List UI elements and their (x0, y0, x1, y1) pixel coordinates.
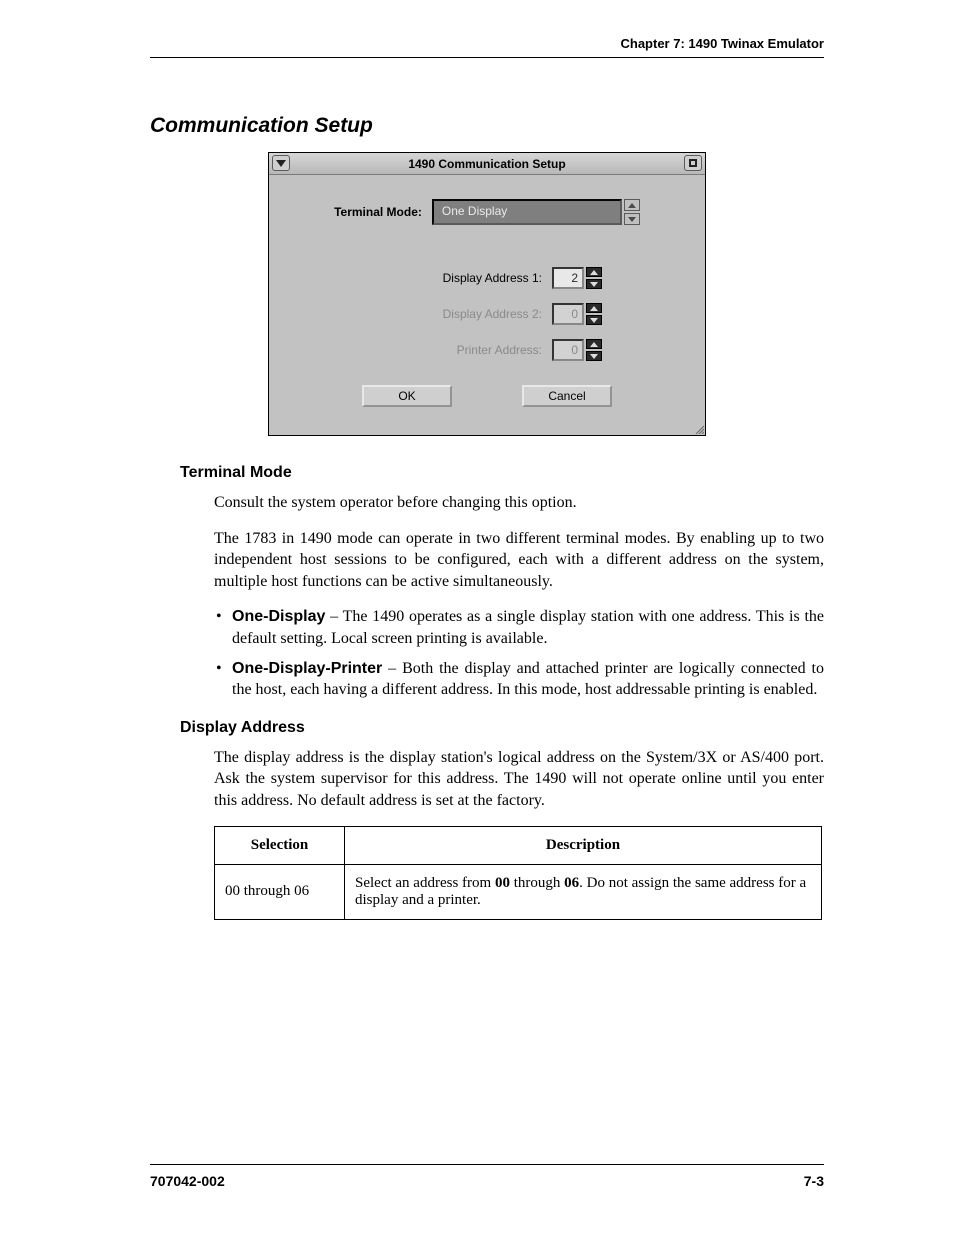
footer-pagenum: 7-3 (804, 1173, 824, 1189)
footer-docnum: 707042-002 (150, 1173, 225, 1189)
spinner-up-icon (586, 339, 602, 349)
display-address-2-value: 0 (552, 303, 584, 325)
page-header: Chapter 7: 1490 Twinax Emulator (150, 36, 824, 51)
terminal-mode-p2: The 1783 in 1490 mode can operate in two… (214, 528, 824, 593)
printer-address-label: Printer Address: (372, 343, 542, 357)
terminal-mode-label: Terminal Mode: (334, 205, 422, 219)
desc-bold: 06 (564, 875, 579, 891)
spinner-up-icon[interactable] (586, 267, 602, 277)
bullet-lead: One-Display-Printer (232, 660, 382, 677)
col-selection: Selection (215, 826, 345, 864)
spinner-down-icon (586, 351, 602, 361)
cancel-button[interactable]: Cancel (522, 385, 612, 407)
list-item: One-Display-Printer – Both the display a… (214, 658, 824, 701)
display-address-1-value[interactable]: 2 (552, 267, 584, 289)
header-rule (150, 57, 824, 58)
list-item: One-Display – The 1490 operates as a sin… (214, 606, 824, 649)
display-address-table: Selection Description 00 through 06 Sele… (214, 826, 822, 920)
table-row: 00 through 06 Select an address from 00 … (215, 864, 822, 919)
printer-address-value: 0 (552, 339, 584, 361)
terminal-mode-p1: Consult the system operator before chang… (214, 492, 824, 514)
terminal-mode-dropdown[interactable]: One Display (432, 199, 640, 225)
spinner-down-icon (586, 315, 602, 325)
table-header-row: Selection Description (215, 826, 822, 864)
footer-rule (150, 1164, 824, 1165)
spinner-down-icon[interactable] (586, 279, 602, 289)
communication-setup-dialog: 1490 Communication Setup Terminal Mode: … (268, 152, 706, 436)
dropdown-up-icon[interactable] (624, 199, 640, 211)
ok-button[interactable]: OK (362, 385, 452, 407)
terminal-mode-bullets: One-Display – The 1490 operates as a sin… (214, 606, 824, 700)
display-address-2-label: Display Address 2: (372, 307, 542, 321)
window-menu-icon[interactable] (272, 155, 290, 171)
page-footer: 707042-002 7-3 (150, 1164, 824, 1189)
window-maximize-icon[interactable] (684, 155, 702, 171)
display-address-p1: The display address is the display stati… (214, 747, 824, 812)
cell-description: Select an address from 00 through 06. Do… (345, 864, 822, 919)
dialog-titlebar: 1490 Communication Setup (269, 153, 705, 175)
display-address-1-label: Display Address 1: (372, 271, 542, 285)
desc-text: through (510, 875, 564, 891)
section-title: Communication Setup (150, 114, 824, 138)
terminal-mode-value: One Display (432, 199, 622, 225)
dialog-title: 1490 Communication Setup (408, 157, 565, 171)
bullet-lead: One-Display (232, 608, 325, 625)
terminal-mode-heading: Terminal Mode (180, 464, 824, 482)
cell-selection: 00 through 06 (215, 864, 345, 919)
dialog-screenshot: 1490 Communication Setup Terminal Mode: … (150, 152, 824, 436)
display-address-heading: Display Address (180, 719, 824, 737)
col-description: Description (345, 826, 822, 864)
desc-text: Select an address from (355, 875, 495, 891)
dropdown-down-icon[interactable] (624, 213, 640, 225)
spinner-up-icon (586, 303, 602, 313)
resize-grip-icon (694, 424, 704, 434)
desc-bold: 00 (495, 875, 510, 891)
